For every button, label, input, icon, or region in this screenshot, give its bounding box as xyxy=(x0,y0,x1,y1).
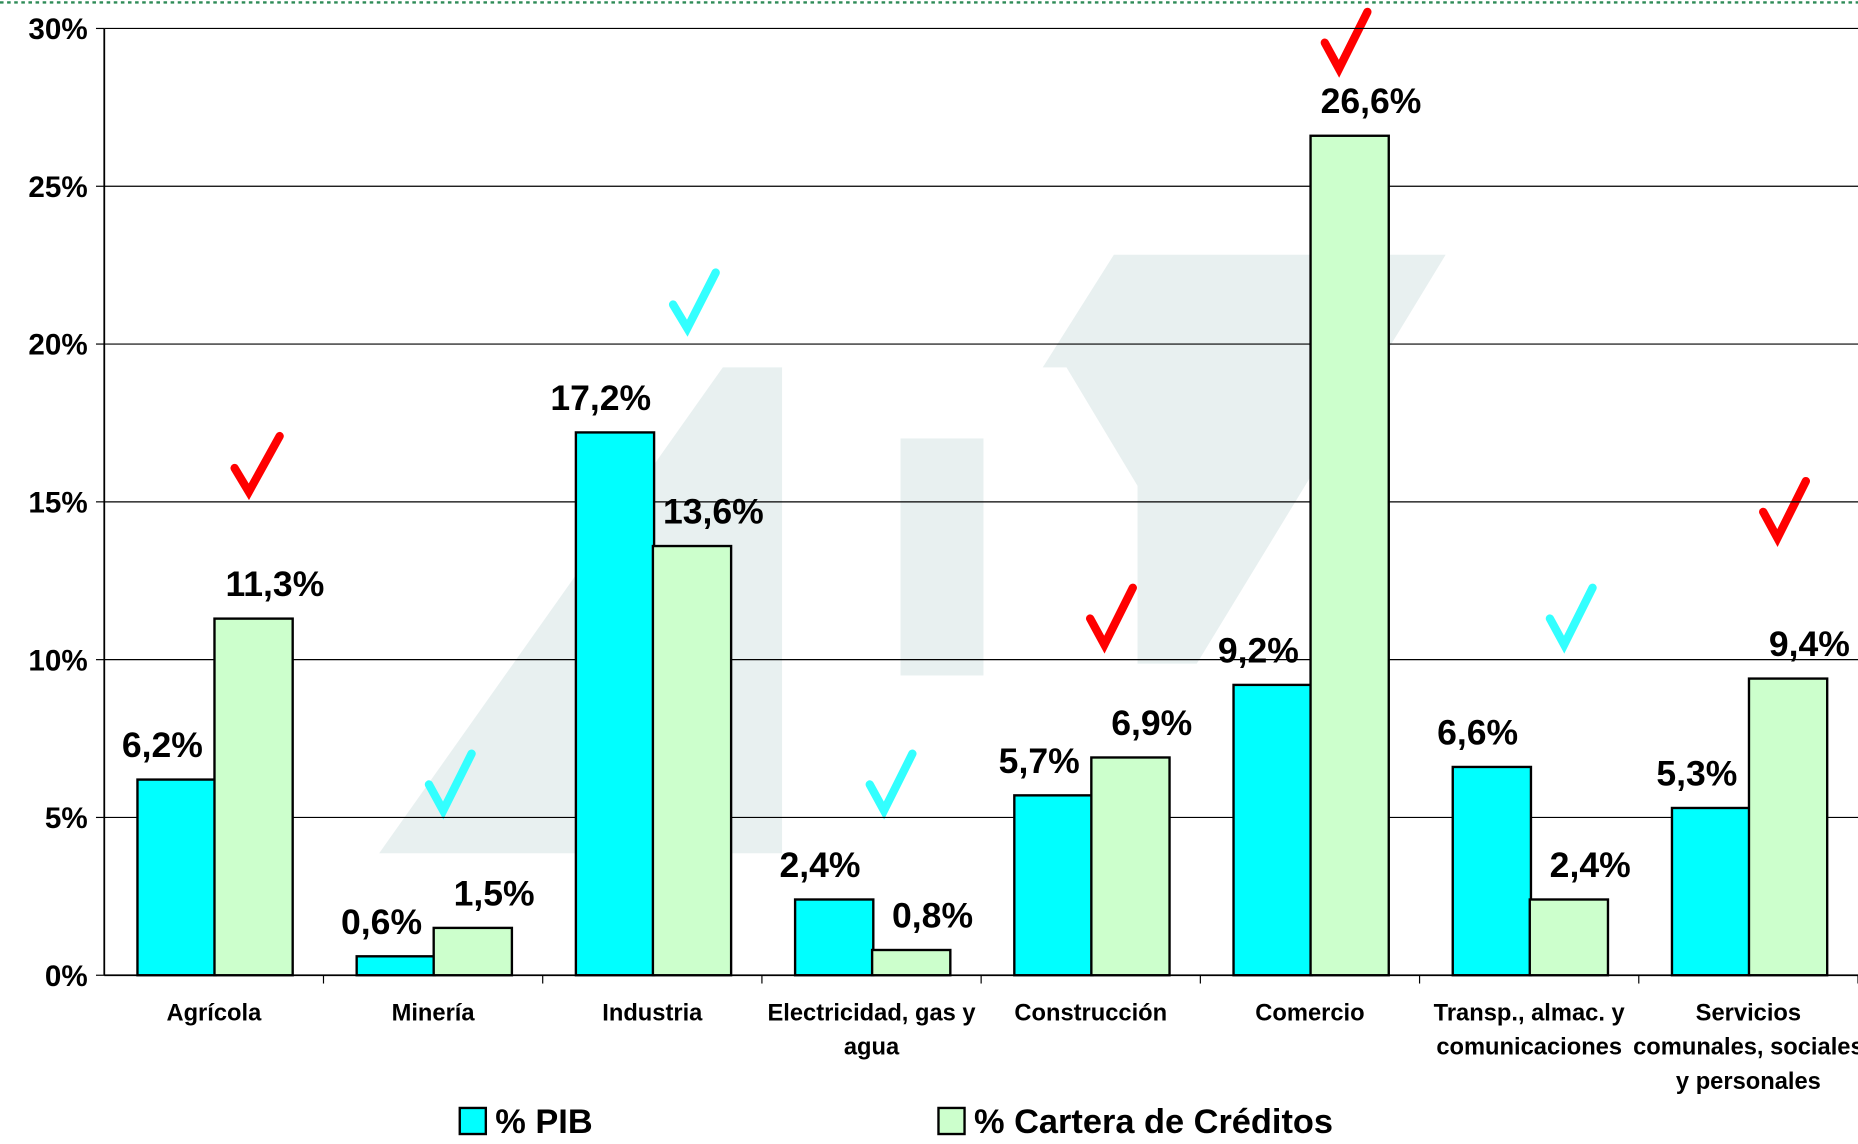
data-label: 6,9% xyxy=(1111,703,1192,743)
bar xyxy=(1670,806,1752,977)
y-tick-label: 30% xyxy=(28,13,87,46)
y-tick-label: 0% xyxy=(45,960,88,993)
bar xyxy=(355,955,437,977)
data-label: 11,3% xyxy=(226,564,325,604)
bar xyxy=(1528,898,1610,977)
x-tick-label-box: Agrícola xyxy=(166,1000,262,1027)
x-tick-label: Minería xyxy=(391,1000,475,1027)
data-label: 6,6% xyxy=(1437,712,1518,752)
y-tick-label: 20% xyxy=(28,329,87,362)
bar xyxy=(793,898,875,977)
y-tick-label: 5% xyxy=(45,802,88,835)
x-tick-label: Construcción xyxy=(1014,1000,1168,1027)
check-marks xyxy=(230,7,1811,820)
bar xyxy=(870,948,952,977)
data-label: 17,2% xyxy=(550,378,651,418)
bar xyxy=(1309,134,1390,977)
x-tick-label-box: Transp., almac. y comunicaciones xyxy=(1433,1000,1625,1061)
bar xyxy=(1013,794,1094,977)
bar xyxy=(574,431,656,977)
check-mark xyxy=(1320,7,1372,78)
bar xyxy=(651,544,733,977)
legend-swatch xyxy=(937,1106,966,1136)
x-tick-label-box: Construcción xyxy=(1014,1000,1168,1027)
x-tick-label: Servicios comunales, sociales y personal… xyxy=(1633,1000,1858,1095)
bar xyxy=(432,926,514,977)
check-mark xyxy=(230,431,284,501)
bar xyxy=(136,778,217,977)
y-tick-label: 10% xyxy=(28,644,87,677)
check-mark xyxy=(865,749,917,820)
check-mark xyxy=(668,268,720,337)
data-label: 0,6% xyxy=(341,902,422,942)
x-tick-label: Agrícola xyxy=(166,1000,262,1027)
data-label: 13,6% xyxy=(663,492,764,532)
y-tick-label: 15% xyxy=(28,487,87,520)
check-mark xyxy=(1086,583,1137,654)
x-tick-label: Comercio xyxy=(1255,1000,1365,1027)
x-tick-label: Industria xyxy=(602,1000,703,1027)
data-label: 1,5% xyxy=(454,873,535,913)
legend-label: % Cartera de Créditos xyxy=(974,1103,1333,1141)
data-label: 9,4% xyxy=(1769,624,1850,664)
x-tick-label-box: Servicios comunales, sociales y personal… xyxy=(1633,1000,1858,1095)
x-tick-label-box: Comercio xyxy=(1255,1000,1365,1027)
data-label: 6,2% xyxy=(122,725,203,765)
x-tick-label: Transp., almac. y comunicaciones xyxy=(1433,1000,1625,1061)
x-tick-label-box: Electricidad, gas y agua xyxy=(767,1000,976,1061)
x-tick-label-box: Industria xyxy=(602,1000,703,1027)
x-tick-label: Electricidad, gas y agua xyxy=(767,1000,976,1061)
data-label: 2,4% xyxy=(779,845,860,885)
data-label: 0,8% xyxy=(892,895,973,935)
data-label: 5,3% xyxy=(1656,753,1737,793)
bar xyxy=(1232,683,1313,977)
bar xyxy=(1747,677,1829,977)
y-tick-label: 25% xyxy=(28,171,87,204)
legend-swatch xyxy=(458,1106,488,1136)
data-label: 5,7% xyxy=(999,741,1080,781)
bar xyxy=(1451,765,1533,977)
bar xyxy=(213,617,294,977)
bar xyxy=(1090,756,1171,977)
check-mark xyxy=(424,749,476,820)
check-mark xyxy=(1759,476,1811,547)
data-label: 9,2% xyxy=(1218,630,1299,670)
x-tick-label-box: Minería xyxy=(391,1000,475,1027)
data-label: 2,4% xyxy=(1550,845,1631,885)
legend-label: % PIB xyxy=(495,1103,592,1141)
data-label: 26,6% xyxy=(1321,81,1422,121)
check-mark xyxy=(1545,583,1597,654)
